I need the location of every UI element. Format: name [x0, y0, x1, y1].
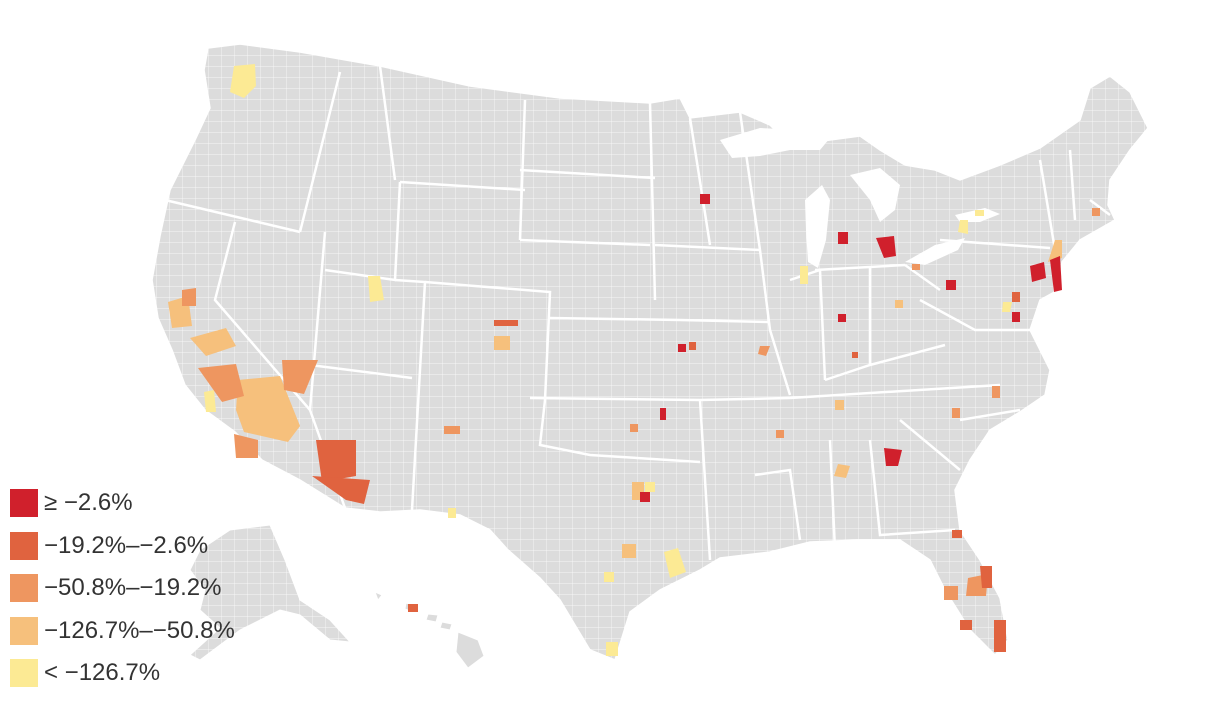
legend-item: < −126.7%: [10, 652, 235, 695]
lake-michigan: [805, 185, 830, 268]
legend-item: −50.8%–−19.2%: [10, 567, 235, 610]
legend-item: −19.2%–−2.6%: [10, 525, 235, 568]
legend-swatch: [10, 574, 38, 603]
legend-label: −19.2%–−2.6%: [44, 531, 209, 559]
counties-above-2-6: [640, 194, 1062, 502]
legend-label: −126.7%–−50.8%: [44, 616, 235, 644]
legend-label: < −126.7%: [44, 659, 161, 687]
lake-erie: [905, 238, 965, 265]
counties-19-2-to-2-6: [312, 292, 1020, 652]
map-legend: ≥ −2.6% −19.2%–−2.6% −50.8%–−19.2% −126.…: [10, 482, 235, 695]
legend-swatch: [10, 659, 38, 688]
legend-label: ≥ −2.6%: [44, 489, 133, 517]
hawaii: [374, 591, 485, 669]
legend-swatch: [10, 531, 38, 560]
legend-item: ≥ −2.6%: [10, 482, 235, 525]
counties-below-126-7: [204, 64, 1012, 656]
counties-126-7-to-50-8: [168, 240, 1062, 558]
alaska: [189, 524, 352, 661]
counties-50-8-to-19-2: [182, 208, 1100, 600]
legend-item: −126.7%–−50.8%: [10, 610, 235, 653]
legend-swatch: [10, 616, 38, 645]
lake-huron: [850, 168, 900, 222]
legend-swatch: [10, 489, 38, 518]
legend-label: −50.8%–−19.2%: [44, 574, 222, 602]
state-borders: [164, 65, 1111, 561]
lake-superior: [720, 128, 830, 158]
county-highlights: [168, 64, 1100, 656]
